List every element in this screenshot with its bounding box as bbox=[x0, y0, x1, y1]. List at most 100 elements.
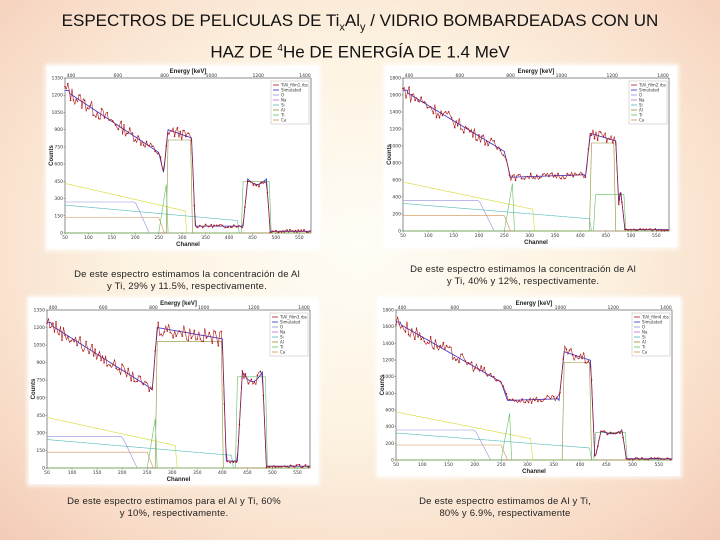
experimental-data-point bbox=[91, 343, 93, 346]
y-tick-label: 150 bbox=[54, 213, 63, 219]
experimental-data-point bbox=[481, 135, 483, 137]
experimental-data-point bbox=[642, 228, 644, 230]
experimental-data-point bbox=[660, 458, 662, 460]
experimental-data-point bbox=[442, 341, 445, 344]
experimental-data-point bbox=[633, 228, 635, 231]
experimental-data-point bbox=[289, 464, 292, 467]
experimental-data-point bbox=[182, 129, 184, 132]
x-tick-label: 150 bbox=[444, 462, 453, 468]
legend-label: Al bbox=[642, 339, 646, 344]
experimental-data-point bbox=[536, 174, 538, 176]
y-tick-label: 1600 bbox=[390, 93, 402, 99]
experimental-data-point bbox=[286, 229, 288, 231]
legend-label: O bbox=[642, 324, 645, 329]
energy-axis-title: Energy [keV] bbox=[516, 301, 553, 307]
caption-spectrum-4: De este espectro estimamos de Al y Ti, 8… bbox=[419, 496, 591, 519]
title-part: He DE ENERGÍA DE 1.4 MeV bbox=[282, 43, 510, 63]
experimental-data-point bbox=[559, 391, 561, 394]
experimental-data-point bbox=[140, 144, 142, 146]
experimental-data-point bbox=[627, 229, 629, 231]
legend-box bbox=[631, 312, 671, 357]
experimental-data-point bbox=[151, 145, 153, 148]
energy-tick-label: 1200 bbox=[607, 305, 619, 311]
experimental-data-point bbox=[496, 148, 498, 150]
experimental-data-point bbox=[145, 140, 148, 143]
y-axis-title: Counts bbox=[31, 378, 37, 399]
experimental-data-point bbox=[505, 392, 508, 395]
experimental-data-point bbox=[480, 365, 482, 367]
experimental-data-point bbox=[639, 228, 641, 230]
experimental-data-point bbox=[271, 465, 274, 468]
experimental-data-point bbox=[423, 101, 426, 103]
experimental-data-point bbox=[444, 111, 447, 113]
experimental-data-point bbox=[224, 226, 227, 229]
x-tick-label: 300 bbox=[168, 470, 177, 476]
experimental-data-point bbox=[199, 224, 201, 227]
x-tick-label: 500 bbox=[627, 233, 636, 239]
experimental-data-point bbox=[178, 330, 181, 332]
y-tick-label: 1200 bbox=[383, 358, 395, 364]
experimental-data-point bbox=[563, 177, 565, 180]
experimental-data-point bbox=[644, 458, 646, 460]
experimental-data-point bbox=[202, 340, 205, 342]
experimental-data-point bbox=[439, 344, 441, 347]
experimental-data-point bbox=[79, 336, 81, 338]
experimental-data-point bbox=[621, 201, 623, 203]
component-curve-ti bbox=[47, 376, 310, 469]
experimental-data-point bbox=[46, 322, 48, 325]
experimental-data-point bbox=[103, 117, 106, 119]
experimental-data-point bbox=[217, 345, 220, 347]
experimental-data-point bbox=[218, 224, 221, 226]
experimental-data-point bbox=[599, 131, 602, 133]
experimental-data-point bbox=[89, 104, 92, 107]
experimental-data-point bbox=[600, 430, 602, 433]
experimental-data-point bbox=[551, 172, 553, 174]
experimental-data-point bbox=[258, 185, 260, 188]
experimental-data-point bbox=[429, 336, 432, 338]
experimental-spectrum-line bbox=[395, 316, 673, 461]
experimental-data-point bbox=[648, 228, 650, 231]
spectrum-panel-2: Energy [keV] 400 600 800 1000 1200 1400 50 100 15… bbox=[385, 66, 677, 247]
experimental-data-point bbox=[460, 128, 462, 130]
experimental-data-point bbox=[432, 112, 435, 115]
x-tick-label: 450 bbox=[248, 235, 257, 241]
experimental-data-point bbox=[612, 142, 614, 144]
experimental-data-point bbox=[515, 399, 517, 402]
experimental-data-point bbox=[76, 344, 78, 347]
experimental-data-point bbox=[238, 423, 241, 426]
experimental-data-point bbox=[441, 114, 444, 117]
energy-tick-label: 800 bbox=[160, 73, 169, 79]
experimental-data-point bbox=[64, 85, 66, 88]
energy-tick-label: 600 bbox=[114, 73, 123, 79]
energy-tick-label: 400 bbox=[67, 73, 76, 79]
x-tick-label: 450 bbox=[601, 233, 610, 239]
experimental-data-point bbox=[176, 127, 179, 129]
spectrum-panel-1: Energy [keV] 400 600 800 1000 1200 1400 50 100 15… bbox=[47, 66, 319, 249]
experimental-data-point bbox=[499, 380, 501, 383]
experimental-data-point bbox=[286, 465, 289, 468]
experimental-data-point bbox=[72, 99, 75, 101]
energy-tick-label: 1400 bbox=[299, 73, 311, 79]
experimental-data-point bbox=[608, 138, 611, 140]
experimental-data-point bbox=[157, 321, 159, 324]
x-tick-label: 150 bbox=[93, 470, 102, 476]
experimental-data-point bbox=[526, 175, 529, 178]
experimental-data-point bbox=[402, 87, 404, 90]
experimental-data-point bbox=[546, 395, 549, 397]
experimental-data-point bbox=[123, 124, 125, 126]
experimental-data-point bbox=[230, 226, 232, 228]
experimental-data-point bbox=[106, 365, 108, 367]
experimental-data-point bbox=[529, 172, 532, 175]
title-part: / VIDRIO BOMBARDEADAS CON UN bbox=[365, 11, 659, 30]
experimental-data-point bbox=[407, 333, 410, 336]
experimental-data-point bbox=[134, 139, 137, 141]
y-tick-label: 450 bbox=[36, 413, 45, 419]
experimental-data-point bbox=[226, 460, 229, 463]
experimental-data-point bbox=[548, 175, 550, 178]
experimental-data-point bbox=[207, 225, 210, 228]
experimental-data-point bbox=[49, 326, 51, 329]
experimental-data-point bbox=[202, 226, 204, 229]
x-tick-label: 300 bbox=[523, 462, 532, 468]
legend-label: Ca bbox=[639, 117, 645, 122]
x-tick-label: 50 bbox=[62, 235, 68, 241]
